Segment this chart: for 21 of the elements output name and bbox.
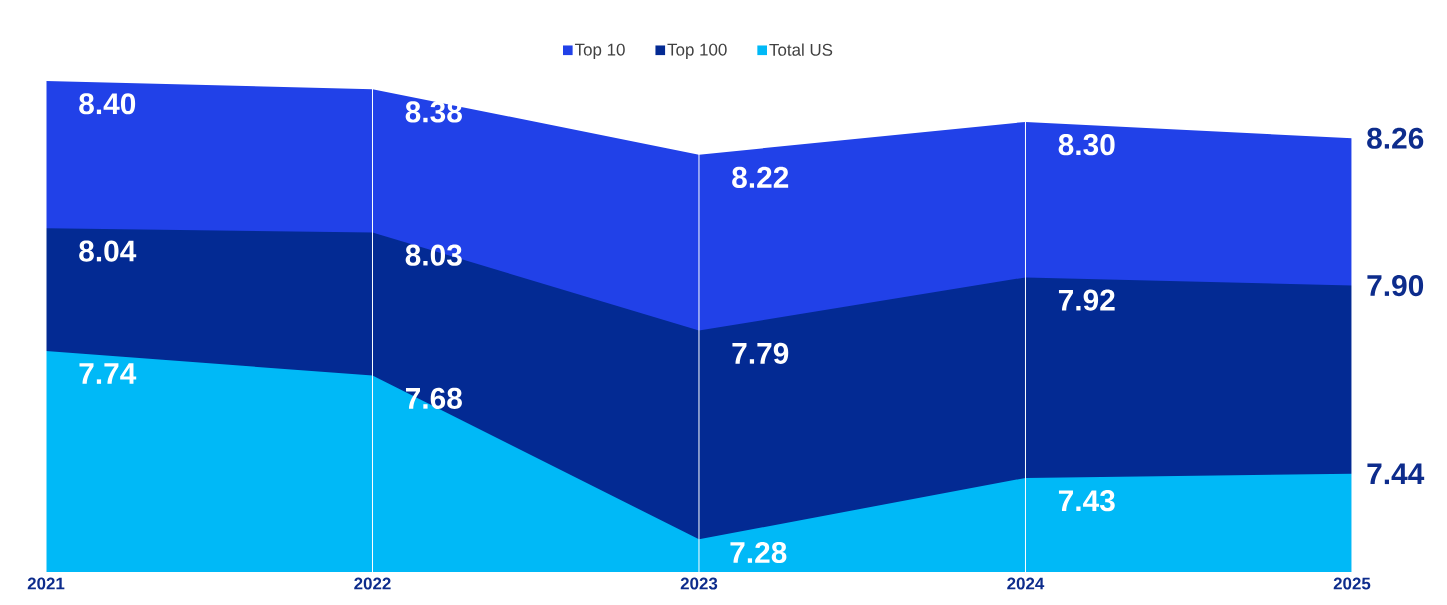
x-tick-label: 2021: [27, 577, 65, 590]
data-label: 7.74: [79, 363, 137, 384]
data-label: 8.30: [1058, 134, 1115, 156]
legend-label: Total US: [769, 43, 833, 56]
data-label: 7.28: [730, 541, 787, 564]
data-label: 8.22: [732, 166, 789, 189]
x-tick-label: 2022: [354, 577, 391, 590]
legend-label: Top 10: [574, 43, 625, 59]
data-label: 7.92: [1058, 289, 1115, 311]
x-tick-label: 2024: [1007, 577, 1045, 590]
x-tick-label: 2023: [680, 577, 718, 590]
data-label: 7.90: [1367, 274, 1424, 297]
legend-label: Top 100: [667, 43, 727, 59]
data-label: 8.26: [1367, 127, 1424, 149]
data-label: 7.43: [1058, 490, 1115, 512]
data-label: 7.44: [1367, 463, 1425, 485]
data-label: 7.79: [732, 342, 789, 364]
data-label: 8.40: [79, 93, 136, 115]
data-label: 8.03: [405, 244, 462, 266]
x-tick-label: 2025: [1333, 577, 1371, 590]
data-label: 8.04: [79, 240, 137, 262]
